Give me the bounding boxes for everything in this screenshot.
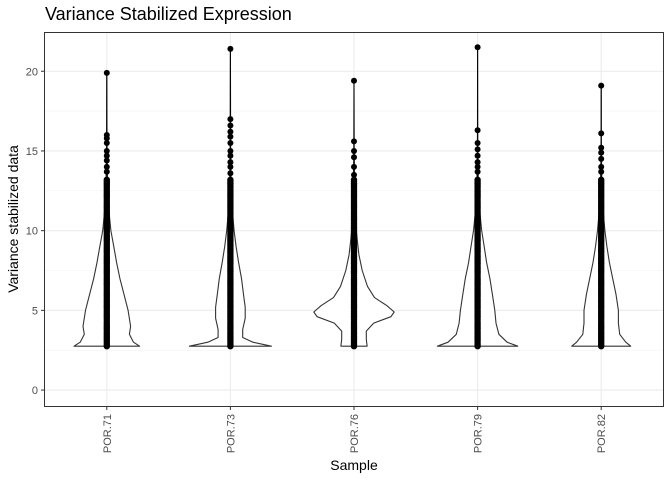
outlier-point [598, 168, 605, 175]
point-column [103, 176, 111, 350]
violin-POR.71 [73, 69, 141, 350]
outlier-point [351, 148, 357, 154]
outlier-point [351, 171, 357, 178]
y-tick-label: 5 [32, 305, 38, 317]
outlier-point [103, 148, 110, 154]
violin-POR.76 [313, 77, 395, 350]
outlier-point [351, 154, 357, 161]
x-axis: POR.71 POR.73 POR.76 POR.79 POR.82 [102, 406, 608, 453]
max-point [103, 69, 110, 76]
outlier-point [474, 146, 481, 153]
max-point [351, 77, 357, 84]
outlier-point [598, 130, 605, 137]
outlier-point [227, 163, 234, 170]
y-tick-label: 15 [26, 146, 38, 158]
outlier-point [103, 168, 110, 175]
y-axis-title: Variance stabilized data [5, 145, 21, 293]
outlier-point [103, 157, 110, 164]
outlier-point [227, 152, 234, 159]
max-point [474, 44, 481, 51]
y-tick-label: 20 [26, 66, 38, 78]
outlier-point [598, 149, 605, 156]
outlier-point [351, 179, 357, 186]
point-column [598, 176, 605, 350]
point-column [350, 176, 358, 350]
outlier-point [474, 163, 481, 170]
chart-title: Variance Stabilized Expression [45, 4, 292, 24]
y-tick-label: 10 [26, 226, 38, 238]
max-point [598, 82, 605, 89]
outlier-point [103, 163, 110, 170]
outlier-point [598, 144, 605, 151]
outlier-point [227, 159, 234, 166]
violin-POR.82 [571, 82, 632, 350]
x-tick-label: POR.73 [225, 414, 237, 453]
data-point [474, 176, 481, 183]
y-axis: 0 5 10 15 20 [26, 66, 45, 397]
outlier-point [474, 127, 481, 134]
outlier-point [227, 128, 234, 135]
x-tick-label: POR.82 [596, 414, 608, 453]
data-point [227, 176, 234, 183]
outlier-point [598, 163, 605, 170]
data-point [598, 176, 605, 183]
outlier-point [103, 135, 110, 142]
outlier-point [227, 170, 234, 177]
outlier-point [474, 140, 481, 146]
outlier-point [103, 140, 110, 146]
point-column [474, 176, 481, 350]
max-point [227, 45, 234, 52]
outlier-point [103, 152, 110, 159]
outlier-point [227, 133, 234, 140]
outlier-point [227, 148, 234, 154]
x-tick-label: POR.79 [473, 414, 485, 453]
y-tick-label: 0 [32, 385, 38, 397]
violins [73, 44, 632, 350]
outlier-point [227, 122, 234, 129]
violin-POR.79 [436, 44, 519, 350]
outlier-point [227, 116, 234, 123]
outlier-point [474, 152, 481, 159]
outlier-point [474, 168, 481, 175]
outlier-point [227, 140, 234, 146]
outlier-point [598, 155, 605, 162]
point-column [227, 176, 234, 350]
x-axis-title: Sample [330, 457, 378, 473]
x-tick-label: POR.76 [349, 414, 361, 453]
outlier-point [351, 163, 357, 170]
x-tick-label: POR.71 [102, 414, 114, 453]
outlier-point [351, 138, 357, 145]
data-point [103, 176, 111, 183]
outlier-point [474, 159, 481, 166]
violin-POR.73 [188, 45, 272, 350]
